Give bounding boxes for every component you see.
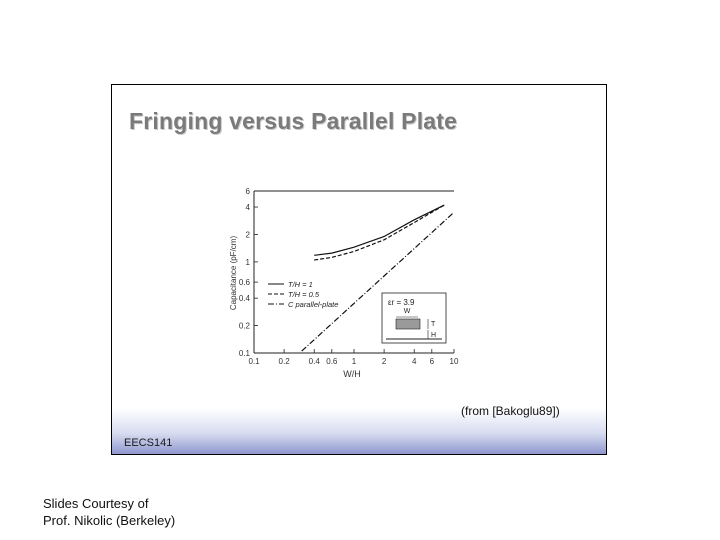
inset-h-label: H bbox=[431, 332, 436, 339]
y-tick-label: 1 bbox=[246, 258, 251, 267]
footer-band bbox=[112, 408, 606, 454]
x-tick-label: 0.4 bbox=[309, 357, 321, 366]
x-tick-label: 0.1 bbox=[248, 357, 260, 366]
x-tick-label: 10 bbox=[450, 357, 459, 366]
inset-w-label: W bbox=[404, 308, 411, 315]
capacitance-chart: 0.1 0.2 0.4 0.6 1 2 4 6 10 0.1 0.2 0.4 0.6 1 2 4 6 Capac… bbox=[229, 187, 459, 379]
series-layer bbox=[301, 204, 455, 352]
x-tick-label: 0.2 bbox=[279, 357, 291, 366]
inset-frame bbox=[381, 292, 447, 344]
x-tick-label: 0.6 bbox=[326, 357, 338, 366]
x-tick-label: 6 bbox=[430, 357, 435, 366]
course-tag: EECS141 bbox=[124, 437, 173, 449]
legend-label-3: C parallel-plate bbox=[288, 300, 338, 309]
source-note: (from [Bakoglu89]) bbox=[461, 404, 560, 418]
y-tick-label: 0.6 bbox=[239, 278, 251, 287]
x-axis-label: W/H bbox=[343, 369, 361, 379]
series-line-3 bbox=[301, 211, 455, 352]
legend-label-1: T/H = 1 bbox=[288, 280, 313, 289]
credit-text: Slides Courtesy of Prof. Nikolic (Berkel… bbox=[43, 495, 175, 529]
slide-title: Fringing versus Parallel Plate bbox=[129, 108, 458, 134]
inset-epsilon-label: εr = 3.9 bbox=[388, 298, 415, 307]
y-tick-label: 0.2 bbox=[239, 322, 251, 331]
y-tick-label: 0.1 bbox=[239, 349, 251, 358]
series-line-1 bbox=[314, 204, 445, 256]
tick-labels: 0.1 0.2 0.4 0.6 1 2 4 6 10 0.1 0.2 0.4 0.6 1 2 4 6 bbox=[239, 187, 459, 366]
y-tick-label: 0.4 bbox=[239, 294, 251, 303]
legend-label-2: T/H = 0.5 bbox=[288, 290, 320, 299]
inset-conductor bbox=[395, 318, 421, 330]
credit-line-2: Prof. Nikolic (Berkeley) bbox=[43, 513, 176, 528]
legend: T/H = 1T/H = 0.5C parallel-plate bbox=[268, 280, 338, 309]
series-line-2 bbox=[314, 204, 445, 261]
y-axis-label: Capacitance (pF/cm) bbox=[229, 236, 238, 311]
y-tick-label: 6 bbox=[246, 187, 251, 196]
y-tick-label: 4 bbox=[246, 203, 251, 212]
slide: Fringing versus Parallel Plate EECS141 (… bbox=[111, 84, 607, 455]
cross-section-inset: εr = 3.9 W T H bbox=[381, 292, 447, 344]
y-tick-label: 2 bbox=[246, 230, 251, 239]
inset-t-label: T bbox=[431, 321, 436, 328]
x-tick-label: 4 bbox=[412, 357, 417, 366]
credit-line-1: Slides Courtesy of bbox=[43, 496, 149, 511]
x-tick-label: 2 bbox=[382, 357, 387, 366]
x-tick-label: 1 bbox=[352, 357, 357, 366]
